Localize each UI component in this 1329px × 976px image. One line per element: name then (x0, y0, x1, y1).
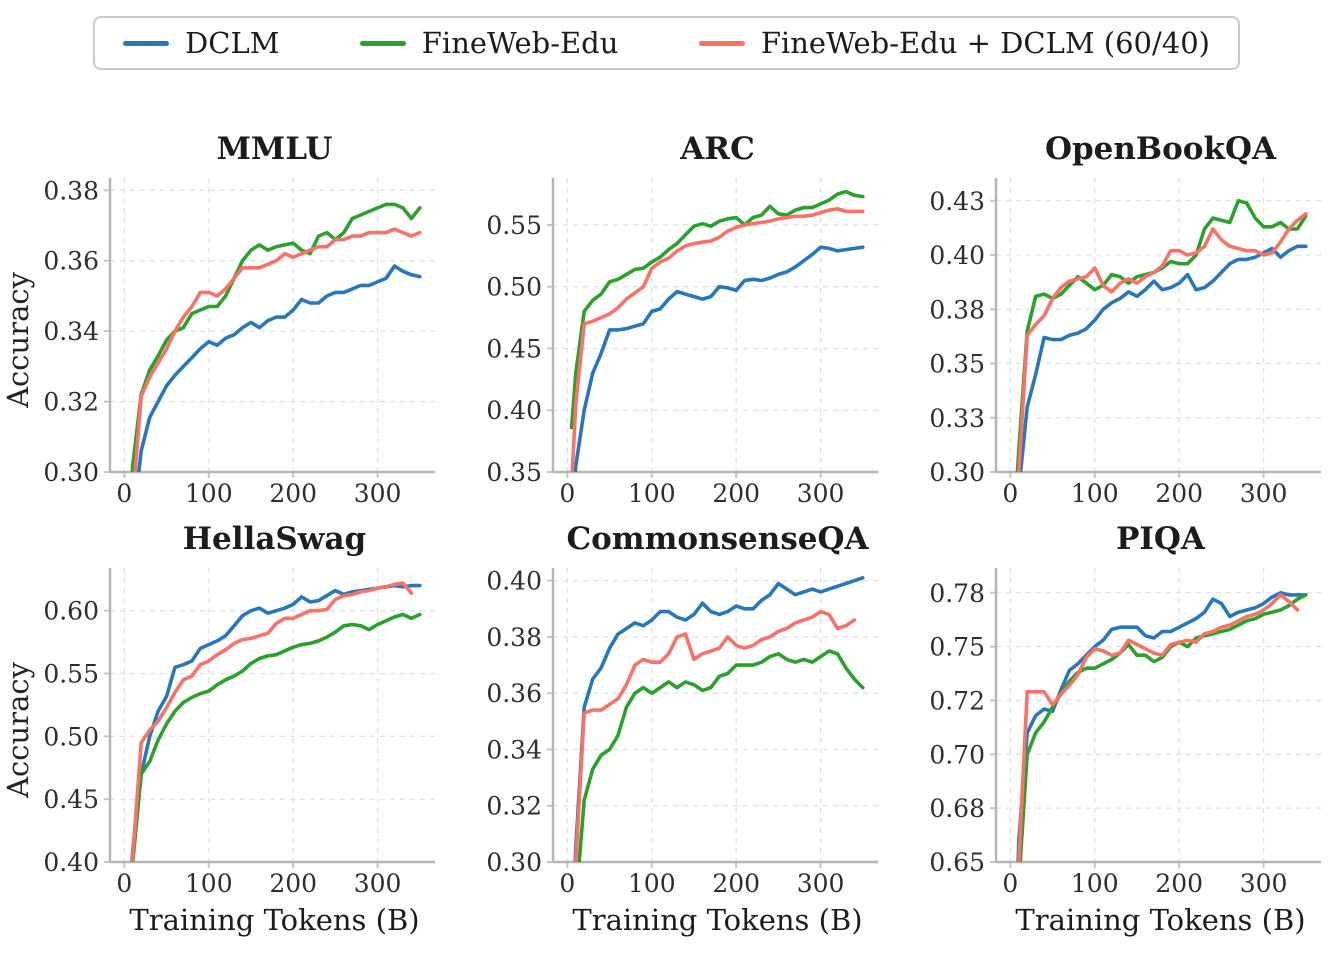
svg-text:200: 200 (712, 869, 760, 898)
svg-text:0.50: 0.50 (43, 722, 99, 751)
svg-text:0.32: 0.32 (43, 388, 99, 417)
chart-title-arc: ARC (680, 131, 755, 167)
svg-text:200: 200 (1155, 479, 1203, 508)
chart-cell-piqa: PIQA 0 100 200 300 0.65 0.68 0.70 0.72 0.75 0.78 … (886, 518, 1329, 944)
svg-text:0.33: 0.33 (929, 404, 985, 433)
x-axis-label-commonsenseqa: Training Tokens (B) (572, 903, 863, 937)
chart-cell-arc: ARC 0 100 200 300 0.35 0.40 0.45 0.50 0.55 (443, 128, 886, 510)
svg-text:0: 0 (116, 869, 132, 898)
mmlu-plot-area: 0 100 200 300 0.30 0.32 0.34 0.36 0.38 (43, 176, 435, 508)
svg-text:0.30: 0.30 (43, 458, 99, 487)
svg-text:300: 300 (354, 869, 402, 898)
legend-label-fineweb-edu: FineWeb-Edu (421, 26, 619, 60)
svg-text:0.40: 0.40 (43, 848, 99, 877)
svg-text:0: 0 (1002, 869, 1018, 898)
svg-text:0.78: 0.78 (929, 579, 985, 608)
svg-text:200: 200 (269, 479, 317, 508)
svg-text:0.72: 0.72 (929, 686, 985, 715)
svg-text:0.43: 0.43 (929, 187, 985, 216)
legend-label-fineweb-edu-dclm: FineWeb-Edu + DCLM (60/40) (760, 26, 1210, 60)
svg-text:0.75: 0.75 (929, 633, 985, 662)
chart-title-mmlu: MMLU (216, 131, 333, 167)
charts-grid: MMLU Accuracy 0 100 200 300 0.30 0.32 0.34 0.36… (0, 128, 1329, 944)
chart-cell-openbookqa: OpenBookQA 0 100 200 300 0.30 0.33 0.35 0.38 0.4… (886, 128, 1329, 510)
svg-text:0.38: 0.38 (43, 176, 99, 205)
svg-text:100: 100 (1071, 479, 1119, 508)
legend-item-fineweb-edu-dclm: FineWeb-Edu + DCLM (60/40) (698, 26, 1210, 60)
svg-text:300: 300 (354, 479, 402, 508)
svg-text:200: 200 (1155, 869, 1203, 898)
chart-cell-commonsenseqa: CommonsenseQA 0 100 200 300 0.30 0.32 0.34 0.36… (443, 518, 886, 944)
svg-text:0.38: 0.38 (486, 623, 542, 652)
svg-text:0.70: 0.70 (929, 740, 985, 769)
svg-text:0.68: 0.68 (929, 794, 985, 823)
svg-text:0: 0 (1002, 479, 1018, 508)
arc-plot-area: 0 100 200 300 0.35 0.40 0.45 0.50 0.55 (486, 178, 878, 508)
chart-cell-hellaswag: HellaSwag Accuracy 0 100 200 300 0.40 0.45 0.5… (0, 518, 443, 944)
svg-text:0.55: 0.55 (486, 211, 542, 240)
piqa-plot-area: 0 100 200 300 0.65 0.68 0.70 0.72 0.75 0.78 (929, 568, 1321, 898)
svg-text:0.40: 0.40 (486, 396, 542, 425)
svg-text:0.35: 0.35 (486, 458, 542, 487)
y-axis-label-hellaswag: Accuracy (1, 662, 35, 798)
svg-text:0.34: 0.34 (43, 317, 99, 346)
svg-text:0.38: 0.38 (929, 295, 985, 324)
svg-text:0.30: 0.30 (486, 848, 542, 877)
x-axis-label-piqa: Training Tokens (B) (1015, 903, 1306, 937)
svg-text:100: 100 (185, 479, 233, 508)
svg-text:0.50: 0.50 (486, 273, 542, 302)
fineweb-edu-dclm-line-swatch-icon (698, 40, 745, 46)
svg-text:200: 200 (712, 479, 760, 508)
svg-text:100: 100 (628, 869, 676, 898)
legend-item-dclm: DCLM (123, 26, 279, 60)
svg-text:100: 100 (185, 869, 233, 898)
svg-text:0: 0 (116, 479, 132, 508)
hellaswag-plot-area: 0 100 200 300 0.40 0.45 0.50 0.55 0.60 (43, 568, 435, 898)
svg-text:0.30: 0.30 (929, 458, 985, 487)
x-axis-label-hellaswag: Training Tokens (B) (129, 903, 420, 937)
svg-text:300: 300 (797, 869, 845, 898)
svg-text:100: 100 (1071, 869, 1119, 898)
chart-title-piqa: PIQA (1116, 521, 1205, 557)
chart-title-commonsenseqa: CommonsenseQA (566, 521, 869, 557)
svg-text:0.65: 0.65 (929, 848, 985, 877)
y-axis-label-mmlu: Accuracy (1, 272, 35, 408)
svg-text:0.32: 0.32 (486, 792, 542, 821)
svg-text:0.45: 0.45 (486, 334, 542, 363)
svg-text:0.40: 0.40 (929, 241, 985, 270)
legend-item-fineweb-edu: FineWeb-Edu (359, 26, 619, 60)
commonsenseqa-plot-area: 0 100 200 300 0.30 0.32 0.34 0.36 0.38 0.40 (486, 567, 878, 898)
svg-text:0: 0 (559, 479, 575, 508)
legend: DCLM FineWeb-Edu FineWeb-Edu + DCLM (60/… (93, 16, 1240, 70)
svg-text:0.35: 0.35 (929, 350, 985, 379)
dclm-line-swatch-icon (123, 40, 169, 46)
openbookqa-plot-area: 0 100 200 300 0.30 0.33 0.35 0.38 0.40 0.43 (929, 178, 1321, 508)
svg-text:300: 300 (1240, 869, 1288, 898)
svg-text:300: 300 (797, 479, 845, 508)
svg-text:0.45: 0.45 (43, 785, 99, 814)
chart-title-openbookqa: OpenBookQA (1044, 131, 1277, 167)
svg-text:0.40: 0.40 (486, 567, 542, 596)
fineweb-edu-line-swatch-icon (359, 40, 406, 46)
svg-text:100: 100 (628, 479, 676, 508)
svg-text:0.55: 0.55 (43, 660, 99, 689)
svg-text:0.34: 0.34 (486, 735, 542, 764)
legend-label-dclm: DCLM (185, 26, 280, 60)
svg-text:200: 200 (269, 869, 317, 898)
svg-text:0.36: 0.36 (43, 247, 99, 276)
svg-text:0: 0 (559, 869, 575, 898)
chart-cell-mmlu: MMLU Accuracy 0 100 200 300 0.30 0.32 0.34 0.36… (0, 128, 443, 510)
chart-title-hellaswag: HellaSwag (182, 521, 367, 557)
svg-text:0.60: 0.60 (43, 597, 99, 626)
svg-text:0.36: 0.36 (486, 679, 542, 708)
svg-text:300: 300 (1240, 479, 1288, 508)
